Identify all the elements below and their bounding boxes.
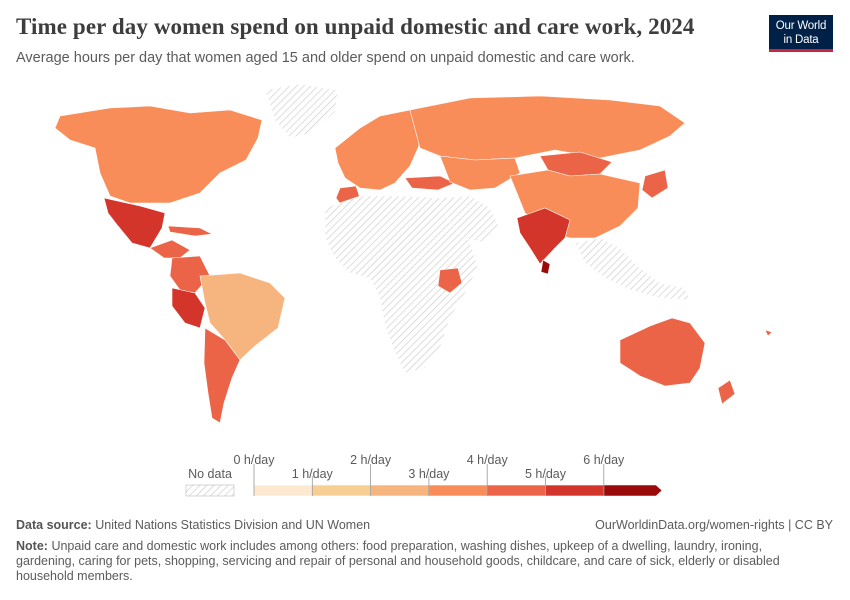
- map-region-mexico[interactable]: [103, 197, 166, 249]
- legend-tick-label-4: 4 h/day: [467, 453, 509, 467]
- source-label: Data source:: [16, 518, 92, 532]
- map-region-kenya[interactable]: [437, 267, 463, 294]
- source-url-link[interactable]: OurWorldinData.org/women-rights | CC BY: [595, 518, 833, 532]
- chart-title: Time per day women spend on unpaid domes…: [16, 14, 695, 39]
- world-map[interactable]: [0, 78, 850, 443]
- map-region-sri-lanka[interactable]: [540, 259, 551, 275]
- legend-no-data-swatch: [185, 484, 235, 497]
- note-label: Note:: [16, 539, 48, 553]
- footer-source-row: Data source: United Nations Statistics D…: [16, 518, 833, 532]
- map-region-russia[interactable]: [409, 95, 686, 161]
- map-region-australia[interactable]: [619, 317, 706, 387]
- legend-tick-label-0: 0 h/day: [233, 453, 275, 467]
- map-region-central-america[interactable]: [149, 225, 214, 259]
- legend-bin-6[interactable]: [603, 484, 663, 497]
- legend-no-data-label: No data: [188, 467, 232, 481]
- map-region-kazakhstan[interactable]: [439, 155, 521, 191]
- legend-bin-3[interactable]: [428, 484, 488, 497]
- legend-tick-label-6: 6 h/day: [583, 453, 625, 467]
- logo-line-2: in Data: [783, 34, 819, 46]
- map-legend: No data 0 h/day 1 h/day 2 h/day 3 h/day 4 h/…: [185, 453, 663, 497]
- legend-bin-2[interactable]: [370, 484, 430, 497]
- legend-bin-1[interactable]: [312, 484, 371, 497]
- logo-line-1: Our World: [775, 20, 827, 32]
- chart-subtitle: Average hours per day that women aged 15…: [16, 50, 635, 66]
- map-region-middle-east[interactable]: [439, 195, 501, 244]
- map-region-japan[interactable]: [641, 169, 669, 199]
- legend-bin-0[interactable]: [253, 484, 313, 497]
- map-region-turkey[interactable]: [404, 175, 456, 191]
- note-text: Unpaid care and domestic work includes a…: [16, 539, 780, 583]
- map-region-greenland[interactable]: [264, 83, 339, 139]
- legend-bin-4[interactable]: [486, 484, 546, 497]
- legend-tick-label-3: 3 h/day: [408, 467, 450, 481]
- legend-tick-label-5: 5 h/day: [525, 467, 567, 481]
- map-region-north-america[interactable]: [54, 105, 263, 204]
- legend-tick-label-2: 2 h/day: [350, 453, 392, 467]
- map-region-peru[interactable]: [171, 287, 206, 329]
- map-region-argentina-chile[interactable]: [203, 327, 241, 424]
- source-text: United Nations Statistics Division and U…: [95, 518, 371, 532]
- map-region-india[interactable]: [516, 207, 571, 265]
- owid-logo[interactable]: Our World in Data: [769, 15, 833, 52]
- map-region-brazil[interactable]: [199, 272, 286, 361]
- map-region-new-zealand[interactable]: [717, 329, 773, 405]
- footer-note: Note: Unpaid care and domestic work incl…: [16, 539, 816, 584]
- map-region-southeast-asia[interactable]: [574, 237, 691, 301]
- legend-bin-5[interactable]: [545, 484, 605, 497]
- legend-tick-label-1: 1 h/day: [292, 467, 334, 481]
- map-region-europe[interactable]: [334, 109, 426, 191]
